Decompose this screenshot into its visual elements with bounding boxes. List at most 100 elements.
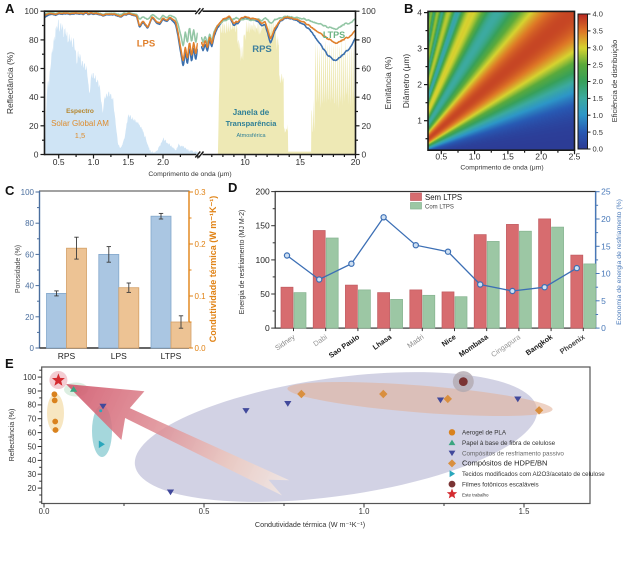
svg-text:90: 90 [28,387,37,396]
svg-text:30: 30 [28,470,37,479]
svg-text:0.0: 0.0 [195,344,207,353]
svg-text:1: 1 [417,116,422,126]
svg-text:2.0: 2.0 [593,77,603,86]
svg-text:15: 15 [296,157,306,167]
svg-text:LPS: LPS [137,39,155,50]
svg-text:40: 40 [362,92,372,102]
svg-text:Compósitos de resfriamento pas: Compósitos de resfriamento passivo [462,450,564,457]
svg-text:50: 50 [28,442,37,451]
svg-text:40: 40 [29,92,39,102]
svg-text:0.3: 0.3 [195,188,207,197]
svg-text:60: 60 [362,64,372,74]
svg-text:Sem LTPS: Sem LTPS [425,193,462,202]
svg-text:20: 20 [351,157,361,167]
svg-text:0.5: 0.5 [593,128,603,137]
svg-text:Condutividade térmica (W m⁻¹K⁻: Condutividade térmica (W m⁻¹K⁻¹) [255,520,365,529]
svg-text:RPS: RPS [252,44,272,55]
svg-text:2.5: 2.5 [569,152,581,162]
svg-text:80: 80 [29,35,39,45]
svg-text:Condutividade térmica (W m⁻¹K⁻: Condutividade térmica (W m⁻¹K⁻¹) [208,196,218,343]
svg-text:Eficiência de distribuição: Eficiência de distribuição [610,40,619,123]
svg-text:25: 25 [601,187,611,197]
svg-text:60: 60 [28,428,37,437]
svg-text:20: 20 [601,214,611,224]
svg-text:Emitância (%): Emitância (%) [383,56,393,109]
svg-text:Mombasa: Mombasa [457,332,491,359]
svg-text:Espectro: Espectro [66,108,94,115]
svg-text:80: 80 [25,219,34,228]
svg-text:0: 0 [34,150,39,160]
svg-text:20: 20 [362,121,372,131]
svg-text:100: 100 [256,255,270,265]
svg-text:1.0: 1.0 [469,152,481,162]
svg-text:200: 200 [256,187,270,197]
svg-text:0.1: 0.1 [195,292,207,301]
svg-text:Nice: Nice [440,332,458,348]
svg-text:Energia de resfriamento (MJ M-: Energia de resfriamento (MJ M-2) [239,210,246,315]
svg-text:50: 50 [260,289,270,299]
svg-text:Sao Paulo: Sao Paulo [327,332,362,360]
svg-text:1.0: 1.0 [359,507,371,516]
svg-text:1.5: 1.5 [502,152,514,162]
svg-text:5: 5 [601,296,606,306]
svg-text:1.0: 1.0 [593,111,603,120]
svg-text:Reflectância (%): Reflectância (%) [5,52,15,115]
svg-text:Atmosférica: Atmosférica [236,133,266,139]
svg-text:15: 15 [601,241,611,251]
svg-text:Janela de: Janela de [233,108,270,117]
svg-text:Solar Global AM: Solar Global AM [51,119,109,128]
svg-text:Sidney: Sidney [273,332,297,352]
svg-text:100: 100 [362,6,376,16]
svg-text:3.5: 3.5 [593,27,603,36]
svg-text:1.5: 1.5 [519,507,531,516]
svg-text:Cingapura: Cingapura [489,332,523,359]
svg-text:LPS: LPS [111,351,127,361]
svg-text:A: A [5,1,15,16]
svg-text:Papel à base de fibra de celul: Papel à base de fibra de celulose [462,440,556,447]
svg-text:0: 0 [265,323,270,333]
svg-text:20: 20 [29,121,39,131]
svg-text:1.5: 1.5 [122,157,134,167]
svg-text:0.0: 0.0 [39,507,51,516]
svg-text:B: B [404,1,413,16]
svg-text:Tecidos modificados com Al2O3/: Tecidos modificados com Al2O3/acetato de… [462,471,605,478]
svg-text:2.0: 2.0 [535,152,547,162]
svg-text:2: 2 [417,80,422,90]
svg-text:40: 40 [25,282,34,291]
svg-text:60: 60 [29,64,39,74]
svg-text:Bangkok: Bangkok [524,332,555,358]
svg-text:Porosidade (%): Porosidade (%) [15,245,22,293]
svg-text:10: 10 [601,269,611,279]
svg-text:Diâmetro (μm): Diâmetro (μm) [401,54,411,109]
svg-text:Este trabalho: Este trabalho [462,492,489,497]
svg-text:Phoenix: Phoenix [558,332,586,356]
svg-text:80: 80 [28,401,37,410]
svg-text:Madri: Madri [405,332,425,350]
svg-text:2.0: 2.0 [157,157,169,167]
svg-text:0.5: 0.5 [199,507,211,516]
svg-text:0: 0 [362,150,367,160]
svg-text:80: 80 [362,35,372,45]
svg-text:100: 100 [24,6,38,16]
svg-text:Aerogel de PLA: Aerogel de PLA [462,430,507,437]
svg-text:4: 4 [417,8,422,18]
svg-text:Lhasa: Lhasa [371,332,394,352]
svg-text:Compósitos de HDPE/BN: Compósitos de HDPE/BN [462,459,547,468]
svg-text:40: 40 [28,456,37,465]
svg-text:E: E [5,356,14,371]
svg-text:0: 0 [30,344,35,353]
svg-text:Economia de energia de resfria: Economia de energia de resfriamento (%) [616,199,623,325]
svg-text:1.5: 1.5 [593,94,603,103]
svg-text:20: 20 [28,484,37,493]
svg-text:Comprimento de onda (μm): Comprimento de onda (μm) [148,171,231,178]
svg-text:1,5: 1,5 [75,131,85,140]
svg-text:Filmes fotônicos escaláveis: Filmes fotônicos escaláveis [462,481,539,488]
svg-text:0.2: 0.2 [195,240,207,249]
svg-text:Comprimento de onda (μm): Comprimento de onda (μm) [460,165,543,172]
svg-text:100: 100 [21,188,35,197]
svg-text:3.0: 3.0 [593,43,603,52]
svg-text:0: 0 [601,323,606,333]
svg-text:D: D [228,180,237,195]
svg-text:20: 20 [25,313,34,322]
svg-text:C: C [5,183,15,198]
